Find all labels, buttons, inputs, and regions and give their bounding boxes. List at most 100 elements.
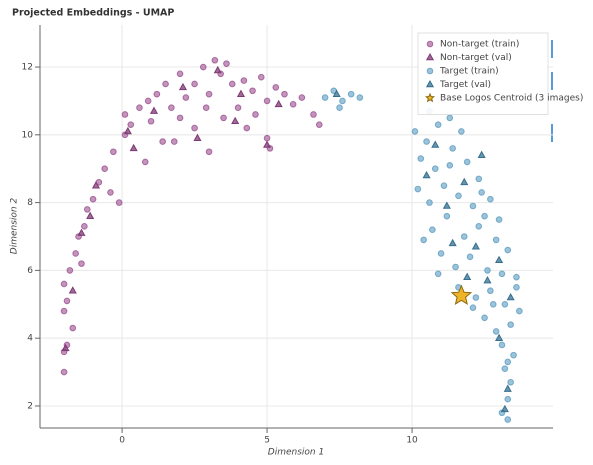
point [422,170,431,179]
legend-marker [425,52,435,61]
point [420,236,427,244]
point [89,195,97,203]
point [442,201,451,209]
point [478,189,485,196]
point [136,104,143,112]
point [504,358,512,366]
y-tick-label: 8 [27,198,33,208]
point [431,165,439,173]
point [115,199,123,206]
point [492,236,500,244]
toolbar-button[interactable] [551,124,553,142]
point [501,300,509,308]
toolbar-button[interactable] [551,40,553,58]
legend: Non-target (train) Non-target (val) Target… [417,32,583,115]
point [178,82,188,91]
point [223,60,230,67]
point [449,145,456,152]
point [446,114,454,122]
point [506,292,515,301]
point [501,365,509,372]
y-tick-label: 12 [22,63,33,73]
point [127,121,135,128]
point [129,143,138,152]
point [450,284,473,305]
point [199,63,207,71]
point [159,138,166,145]
point [240,77,248,84]
point [347,90,355,98]
point [263,140,272,148]
point [472,294,480,301]
point [144,97,152,105]
point [507,378,514,386]
point [339,97,346,105]
point [483,276,492,284]
y-tick-label: 10 [22,130,34,140]
point [81,223,88,230]
point [252,111,259,118]
point [60,307,68,315]
legend-label: Base Logos Centroid (3 images) [440,94,583,104]
point [510,351,517,359]
point [274,99,283,108]
toolbar-button[interactable] [551,72,553,90]
point [310,111,317,118]
point [153,90,161,98]
point [176,70,184,78]
legend-box [417,32,549,115]
point [469,202,477,210]
point [463,272,472,280]
point [417,155,425,162]
x-tick-label: 5 [264,436,270,446]
point [257,73,265,81]
point [463,158,471,166]
y-tick-label: 4 [27,334,33,344]
legend-label: Non-target (train) [440,40,519,50]
point [69,324,77,332]
point [504,246,512,254]
legend-marker [425,92,435,103]
point [72,250,79,257]
point [83,206,91,213]
point [429,226,436,234]
point [500,404,509,413]
toolbar[interactable] [551,40,553,142]
point [68,286,77,294]
point [460,233,468,240]
point [202,104,210,112]
x-axis-label: Dimension 1 [268,448,324,458]
point [446,162,454,169]
point [469,304,477,311]
y-tick-label: 6 [27,266,33,276]
point [484,267,491,274]
point [61,343,70,352]
point [147,117,155,125]
point [315,121,323,128]
point [170,138,178,145]
point [91,181,101,189]
point [423,138,430,145]
chart-title: Projected Embeddings - UMAP [12,8,174,19]
point [77,228,86,236]
point [211,56,219,64]
point [60,368,68,376]
point [466,253,474,261]
x-tick-label: 10 [406,436,418,446]
point [336,104,343,112]
point [452,263,459,271]
point [141,158,149,166]
point [231,116,240,125]
point [281,90,288,98]
point [498,270,506,278]
point [481,314,488,322]
point [458,128,465,135]
point [504,416,512,423]
point [176,114,184,122]
point [513,284,520,291]
point [298,94,306,101]
point [228,80,236,88]
legend-label: Non-target (val) [440,53,512,63]
point [356,94,364,101]
point [249,87,256,95]
